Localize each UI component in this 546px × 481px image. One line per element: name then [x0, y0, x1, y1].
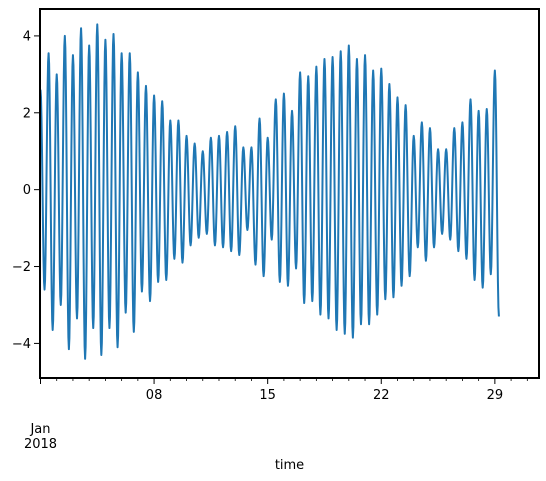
x-tick-label: 29	[487, 388, 504, 403]
x-tick-label: 08	[146, 388, 163, 403]
x-axis-ticks: 08 15 22 29	[39, 378, 528, 403]
x-axis-title: time	[275, 458, 304, 473]
series-line	[39, 23, 500, 360]
y-tick-label: 4	[23, 29, 31, 44]
x-month-label: Jan	[29, 422, 50, 437]
y-tick-label: −4	[12, 337, 31, 352]
y-axis-ticks: −4 −2 0 2 4	[12, 29, 40, 352]
y-tick-label: −2	[12, 260, 31, 275]
x-year-label: 2018	[24, 437, 57, 452]
x-tick-label: 15	[259, 388, 276, 403]
y-tick-label: 0	[23, 183, 31, 198]
y-tick-label: 2	[23, 106, 31, 121]
plot-frame	[39, 8, 540, 379]
x-tick-label: 22	[373, 388, 390, 403]
